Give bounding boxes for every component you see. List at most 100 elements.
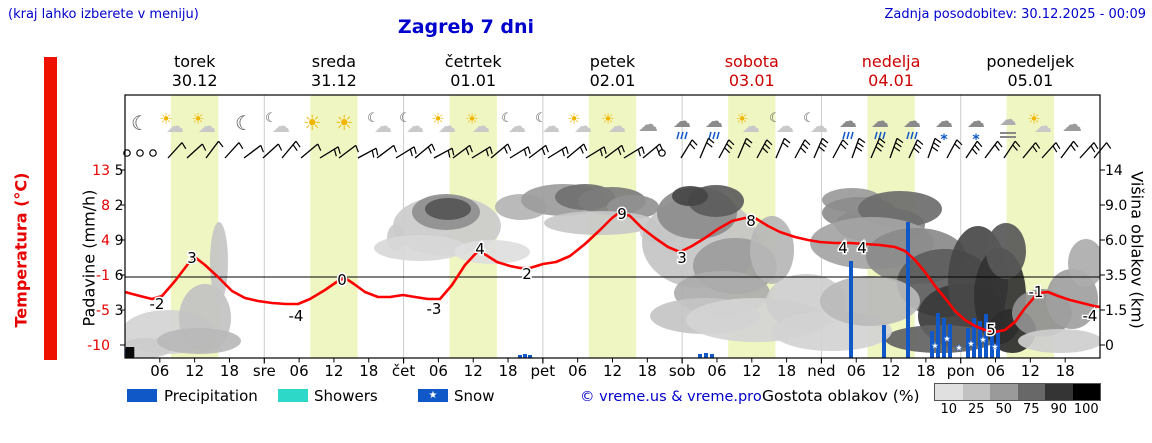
cloud-density-scale-segment: [1072, 384, 1100, 400]
wind-barb-staff: [338, 144, 357, 159]
day-header-date: 30.12: [171, 71, 218, 90]
day-abbrev-label: pon: [947, 362, 975, 380]
sun-glyph: ☀: [465, 110, 478, 128]
raindrop-glyph: [716, 131, 720, 140]
wind-barb-feather: [337, 146, 341, 154]
wind-barb-staff: [224, 142, 240, 159]
wind-barb-staff: [851, 138, 860, 159]
sun-glyph: ☀: [159, 110, 172, 128]
wind-barb-feather: [451, 148, 455, 156]
wind-barb-staff: [794, 139, 806, 159]
cloud-height-tick-label: 1.5: [1105, 303, 1127, 319]
wind-barb-staff: [699, 138, 709, 159]
wind-barb: [927, 137, 942, 159]
snowflake-glyph: *: [940, 132, 948, 148]
wind-barb: [547, 146, 569, 159]
wind-barb-feather: [766, 139, 773, 146]
sun-cloud-icon: ☀☁: [159, 110, 184, 137]
wind-barb-feather: [565, 146, 569, 154]
wind-barb-feather: [333, 148, 337, 157]
snow-icon: ☁*: [967, 111, 985, 148]
cloud-blob: [1068, 239, 1100, 287]
wind-barb-feather: [802, 143, 809, 150]
wind-barb: [357, 147, 379, 159]
sun-cloud-icon: ☀☁: [431, 110, 456, 137]
moon-glyph: ☾: [265, 111, 277, 126]
wind-barb-staff: [1060, 140, 1075, 159]
wind-barb-feather: [706, 142, 713, 148]
cloud-glyph: ☁: [508, 116, 526, 137]
moon-glyph: ☾: [769, 111, 781, 126]
cloud-glyph: ☁: [438, 116, 456, 137]
cloud-glyph: ☁: [776, 116, 794, 137]
wind-barb: [243, 144, 264, 159]
wind-barb: [680, 139, 698, 159]
wind-barb-feather: [260, 145, 264, 153]
day-header-name: ponedeljek: [986, 52, 1075, 71]
day-header-name: nedelja: [861, 52, 921, 71]
wind-barb-staff: [680, 139, 693, 159]
time-tick-label: 18: [638, 362, 657, 380]
precipitation-bar: [936, 313, 940, 358]
wind-barb-staff: [471, 146, 491, 159]
wind-barb-feather: [956, 139, 963, 146]
wind-barb-staff: [167, 142, 183, 159]
cloud-glyph: ☁: [810, 116, 828, 137]
wind-barb-staff: [414, 143, 433, 159]
wind-barb-feather: [842, 139, 849, 146]
wind-barb: [889, 137, 904, 159]
moon-cloud-icon: ☾☁: [501, 111, 526, 137]
moon-glyph: ☾: [501, 111, 513, 126]
wind-barb: [832, 139, 849, 159]
cloud-glyph: ☁: [638, 112, 658, 136]
wind-barb-staff: [813, 138, 823, 159]
temperature-value-label: -4: [1083, 307, 1098, 325]
temperature-value-label: 3: [187, 249, 197, 267]
wind-barb-staff: [357, 147, 377, 159]
wind-barb-feather: [782, 142, 789, 148]
credit-link[interactable]: © vreme.us & vreme.pro: [580, 389, 762, 405]
temperature-value-label: -3: [427, 300, 442, 318]
wind-barb-staff: [281, 140, 297, 159]
snow-marker: ★: [943, 334, 952, 345]
sun-glyph: ☀: [1027, 110, 1040, 128]
snow-icon: ☁*: [935, 111, 953, 148]
wind-barb-staff: [889, 138, 898, 159]
cloud-density-scale-segment: [935, 384, 963, 400]
day-header-name: sreda: [311, 52, 357, 71]
sun-glyph: ☀: [567, 110, 580, 128]
wind-barb-feather: [895, 142, 902, 148]
cloud-glyph: ☁: [198, 116, 216, 137]
wind-barb: [452, 144, 473, 159]
wind-barb-staff: [870, 138, 880, 159]
wind-barb: [737, 137, 753, 159]
daylight-band: [310, 95, 358, 358]
wind-barb-feather: [855, 146, 863, 152]
wind-barb-feather: [726, 143, 733, 150]
moon-icon: ☾: [131, 111, 149, 135]
cloud-blob: [157, 328, 241, 354]
wind-barb-feather: [915, 143, 922, 150]
raindrop-glyph: [712, 131, 716, 140]
calm-wind-icon: [658, 149, 666, 157]
time-tick-label: 18: [498, 362, 517, 380]
cloud-glyph: ☁: [1062, 112, 1082, 136]
wind-barb: [794, 139, 811, 159]
wind-barb-feather: [913, 147, 920, 154]
sun-cloud-icon: ☀☁: [567, 110, 592, 137]
wind-barb-feather: [431, 143, 436, 151]
last-update: Zadnja posodobitev: 30.12.2025 - 00:09: [884, 7, 1146, 22]
wind-barb-staff: [528, 144, 547, 159]
wind-barb-feather: [621, 145, 625, 153]
cloud-glyph: ☁: [935, 111, 953, 132]
wind-barb: [490, 143, 512, 159]
calm-wind-icon: [149, 149, 157, 157]
wind-barb-feather: [485, 148, 489, 157]
wind-barb-feather: [355, 145, 359, 153]
day-header-name: sobota: [724, 52, 779, 71]
cloud-blob: [750, 216, 794, 284]
precipitation-legend-label: Precipitation: [164, 387, 258, 405]
wind-barb: [167, 142, 187, 159]
cloud-density-label: Gostota oblakov (%): [762, 387, 920, 405]
cloud-density-scale-value: 25: [967, 402, 985, 417]
